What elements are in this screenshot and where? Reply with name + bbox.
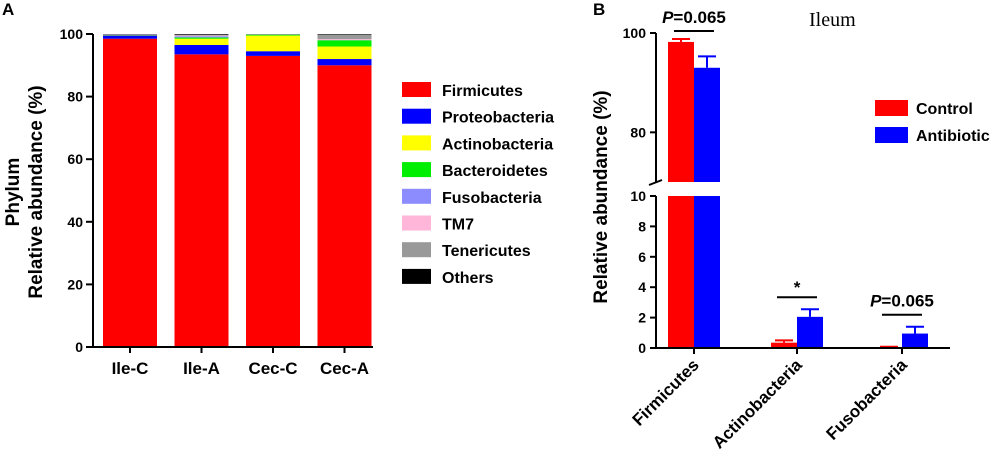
bar-lower-firmicutes-control [668, 196, 694, 348]
panel-b-y-ticks: 0 2 4 6 8 10 80 100 [623, 25, 656, 356]
legend-label-tm7: TM7 [442, 217, 474, 234]
sig-text-fusobacteria: P=0.065 [870, 292, 934, 311]
panel-b-xtick-label-firmicutes: Firmicutes [629, 355, 703, 429]
legend-label-actinobacteria: Actinobacteria [442, 136, 553, 153]
legend-swatch-others [402, 268, 431, 284]
panel-b-title: Ileum [809, 9, 856, 31]
bar-ile-a-actinobacteria [174, 38, 229, 45]
bar-cec-c-proteobacteria [246, 51, 300, 56]
panel-a-ytick-label-80: 80 [67, 89, 83, 105]
bar-cec-a-firmicutes [317, 65, 372, 348]
bar-fusobacteria-antibiotic [902, 333, 928, 348]
bar-actinobacteria-antibiotic [797, 316, 823, 348]
bar-cec-c-actinobacteria [246, 35, 300, 52]
panel-a-ytick-label-40: 40 [67, 214, 83, 230]
panel-a-xtick-label-ile-c: Ile-C [112, 359, 149, 378]
bar-cec-c-firmicutes [246, 55, 300, 347]
panel-b-xtick-label-fusobacteria: Fusobacteria [823, 355, 912, 444]
legend-swatch-antibiotic [875, 127, 908, 143]
legend-label-proteobacteria: Proteobacteria [442, 110, 554, 127]
legend-label-tenericutes: Tenericutes [442, 243, 531, 260]
legend-swatch-bacteroidetes [402, 162, 431, 178]
bar-ile-c-firmicutes [103, 38, 157, 347]
panel-b-ylabel: Relative abundance (%) [591, 90, 612, 303]
panel-b-ytick-label-80: 80 [630, 124, 646, 140]
bar-ile-a-firmicutes [174, 54, 229, 347]
bar-actinobacteria-control [771, 342, 797, 348]
bar-ile-a-bacteroidetes [174, 37, 229, 39]
bar-ile-a-tenericutes [174, 34, 229, 36]
panel-b-ytick-label-0: 0 [638, 340, 646, 356]
sig-text-actinobacteria: * [794, 278, 801, 297]
panel-a-ytick-label-60: 60 [67, 151, 83, 167]
bar-ile-a-tm7 [174, 35, 229, 37]
panel-b-annotations: P=0.065 * P=0.065 [662, 8, 934, 316]
bar-ile-a-others [174, 34, 229, 35]
bar-ile-a-fusobacteria [174, 36, 229, 38]
legend-label-control: Control [916, 101, 973, 118]
legend-label-bacteroidetes: Bacteroidetes [442, 163, 548, 180]
bar-cec-a-bacteroidetes [317, 40, 372, 47]
panel-a-ylabel-line1: Phylum [3, 158, 24, 227]
panel-a-x-ticks: Ile-C Ile-A Cec-C Cec-A [112, 347, 369, 378]
bar-lower-firmicutes-antibiotic [694, 196, 720, 348]
bar-cec-c-bacteroidetes [246, 34, 300, 36]
panel-a-y-ticks: 0 20 40 60 80 100 [60, 26, 93, 355]
panel-b-axis-break-mark [648, 179, 663, 186]
panel-b-ytick-label-2: 2 [638, 310, 646, 326]
panel-b-ytick-label-8: 8 [638, 218, 646, 234]
panel-b-x-ticks: Firmicutes Actinobacteria Fusobacteria [629, 348, 912, 452]
panel-a: A 0 20 40 60 80 100 Ile-C Ile-A Cec-C Cec-A Phyl… [2, 0, 554, 378]
bar-cec-a-tenericutes [317, 34, 372, 40]
legend-swatch-tenericutes [402, 242, 431, 258]
legend-swatch-tm7 [402, 215, 431, 231]
panel-b-ytick-label-4: 4 [638, 279, 646, 295]
legend-label-antibiotic: Antibiotic [916, 128, 990, 145]
bar-cec-a-proteobacteria [317, 59, 372, 66]
bar-cec-a-tm7 [317, 39, 372, 41]
bar-ile-a-proteobacteria [174, 44, 229, 55]
legend-swatch-fusobacteria [402, 188, 431, 204]
bar-upper-firmicutes-control [668, 41, 694, 182]
panel-a-xtick-label-cec-c: Cec-C [248, 359, 297, 378]
legend-swatch-firmicutes [402, 82, 431, 97]
bar-cec-a-actinobacteria [317, 46, 372, 60]
legend-swatch-actinobacteria [402, 135, 431, 151]
panel-b-legend: Control Antibiotic [875, 100, 990, 145]
panel-b-letter: B [593, 0, 605, 19]
legend-swatch-proteobacteria [402, 108, 431, 124]
panel-b-ytick-label-10: 10 [630, 188, 646, 204]
panel-a-ytick-label-0: 0 [75, 339, 83, 355]
panel-a-xtick-label-cec-a: Cec-A [320, 359, 369, 378]
bar-upper-firmicutes-antibiotic [694, 67, 720, 182]
panel-a-ytick-label-20: 20 [67, 276, 83, 292]
legend-label-others: Others [442, 270, 494, 287]
panel-a-legend: Firmicutes Proteobacteria Actinobacteria Ba… [402, 82, 554, 287]
panel-b-ytick-label-100: 100 [623, 25, 647, 41]
panel-b-xtick-label-actinobacteria: Actinobacteria [709, 355, 806, 452]
legend-label-firmicutes: Firmicutes [442, 83, 523, 100]
panel-b: B Ileum Relative abundance (%) 0 2 4 6 8 10 80… [591, 0, 990, 452]
panel-a-bars [103, 34, 372, 348]
panel-a-ytick-label-100: 100 [60, 26, 84, 42]
panel-b-ytick-label-6: 6 [638, 249, 646, 265]
panel-b-axes [648, 33, 950, 349]
panel-a-ylabel-line2: Relative abundance (%) [26, 85, 47, 298]
panel-b-bars [668, 37, 928, 349]
legend-label-fusobacteria: Fusobacteria [442, 190, 542, 207]
sig-text-firmicutes: P=0.065 [662, 8, 726, 27]
bar-ile-c-proteobacteria [103, 35, 157, 39]
panel-a-xtick-label-ile-a: Ile-A [183, 359, 220, 378]
panel-a-letter: A [2, 0, 14, 19]
legend-swatch-control [875, 100, 908, 116]
